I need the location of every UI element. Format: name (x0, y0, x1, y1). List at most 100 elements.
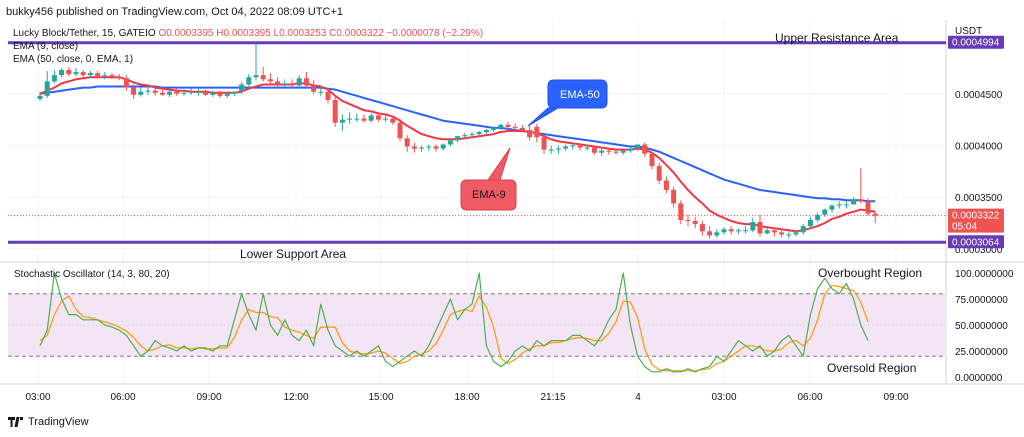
candle-body (483, 129, 489, 133)
ema50-callout-text: EMA-50 (560, 89, 600, 101)
candle-body (109, 75, 115, 78)
upper-resistance-label: Upper Resistance Area (775, 31, 899, 45)
ema50-legend[interactable]: EMA (50, close, 0, EMA, 1) (13, 54, 134, 65)
symbol-ohlc: Lucky Block/Tether, 15, GATEIO O0.000339… (13, 28, 483, 39)
candle-body (800, 226, 806, 233)
candle-body (591, 147, 597, 153)
candle-body (865, 201, 871, 214)
tradingview-logo-icon (8, 417, 23, 427)
ema50-series (39, 85, 876, 203)
time-tick-label: 15:00 (368, 392, 393, 403)
candle-body (37, 95, 43, 99)
current-price-tag-countdown: 05:04 (952, 222, 977, 233)
candle-body (80, 72, 86, 76)
time-tick-label: 12:00 (283, 392, 308, 403)
candle-body (822, 209, 828, 215)
price-tick-label: 0.0004500 (955, 90, 1003, 101)
candle-body (131, 87, 137, 95)
candle-body (339, 119, 345, 123)
candle-body (678, 203, 684, 220)
candle-body (210, 92, 216, 95)
stochastic-lines (39, 272, 869, 373)
candle-body (743, 230, 749, 232)
candle-body (757, 222, 763, 234)
stoch-d-series (39, 284, 869, 372)
candle-body (534, 126, 540, 138)
candle-body (145, 90, 151, 92)
axes: 0.0004500 0.0004000 0.0003500 0.0003000 100.… (25, 90, 1013, 403)
candle-body (325, 91, 331, 100)
candle-body (491, 127, 497, 130)
candle-body (267, 79, 273, 82)
candle-body (332, 99, 338, 123)
candle-body (253, 75, 259, 78)
candle-body (95, 73, 101, 77)
candle-body (174, 91, 180, 94)
time-tick-label: 03:00 (25, 392, 50, 403)
candle-body (311, 85, 317, 92)
current-price-tag: 0.0003322 (952, 211, 1000, 222)
time-tick-label: 06:00 (110, 392, 135, 403)
candle-body (527, 129, 533, 138)
candle-body (721, 229, 727, 233)
candle-body (296, 78, 302, 86)
candle-body (188, 91, 194, 93)
candle-body (275, 81, 281, 85)
overbought-label: Overbought Region (818, 266, 922, 280)
candle-body (66, 69, 72, 75)
support-price-tag: 0.0003064 (952, 237, 1000, 248)
candle-body (411, 146, 417, 149)
candle-body (606, 150, 612, 152)
oscillator-tick-label: 75.0000000 (955, 295, 1008, 306)
oscillator-tick-label: 50.0000000 (955, 321, 1008, 332)
candle-body (246, 77, 252, 85)
candle-body (541, 137, 547, 150)
candle-body (383, 118, 389, 120)
candle-body (642, 144, 648, 154)
candle-body (361, 118, 367, 121)
candle-body (872, 213, 878, 216)
candle-body (750, 222, 756, 231)
candles (37, 43, 878, 239)
candle-body (152, 90, 158, 93)
candle-body (138, 91, 144, 95)
candle-body (577, 145, 583, 148)
candle-body (59, 69, 65, 76)
candle-body (498, 124, 504, 128)
candle-body (87, 73, 93, 76)
candle-body (462, 135, 468, 137)
candle-body (851, 199, 857, 205)
candle-body (613, 151, 619, 153)
candle-body (663, 180, 669, 190)
published-line: bukky456 published on TradingView.com, O… (6, 6, 344, 18)
ohlc-values: O0.0003395 H0.0003395 L0.0003253 C0.0003… (158, 28, 484, 39)
resistance-price-tag: 0.0004994 (952, 38, 1000, 49)
time-tick-label: 09:00 (883, 392, 908, 403)
candle-body (455, 136, 461, 141)
candle-body (555, 148, 561, 150)
resistance-price-tag-bg (948, 35, 1004, 49)
ema9-callout-text: EMA-9 (472, 189, 506, 201)
horizontal-levels (8, 41, 946, 244)
candle-body (289, 83, 295, 86)
candle-body (505, 124, 511, 127)
candle-body (347, 118, 353, 120)
candle-body (793, 232, 799, 235)
time-tick-label: 21:15 (540, 392, 565, 403)
candle-body (368, 115, 374, 121)
currency-label: USDT (955, 26, 982, 37)
candle-body (203, 91, 209, 95)
candle-body (123, 78, 129, 88)
ema9-legend[interactable]: EMA (9, close) (13, 41, 79, 52)
candle-body (584, 147, 590, 149)
candle-body (649, 153, 655, 167)
oscillator-tick-label: 100.0000000 (955, 269, 1014, 280)
tradingview-logo[interactable]: TradingView (8, 416, 89, 428)
candle-body (858, 199, 864, 202)
candle-body (771, 230, 777, 233)
candle-body (102, 75, 108, 77)
candle-body (231, 91, 237, 94)
